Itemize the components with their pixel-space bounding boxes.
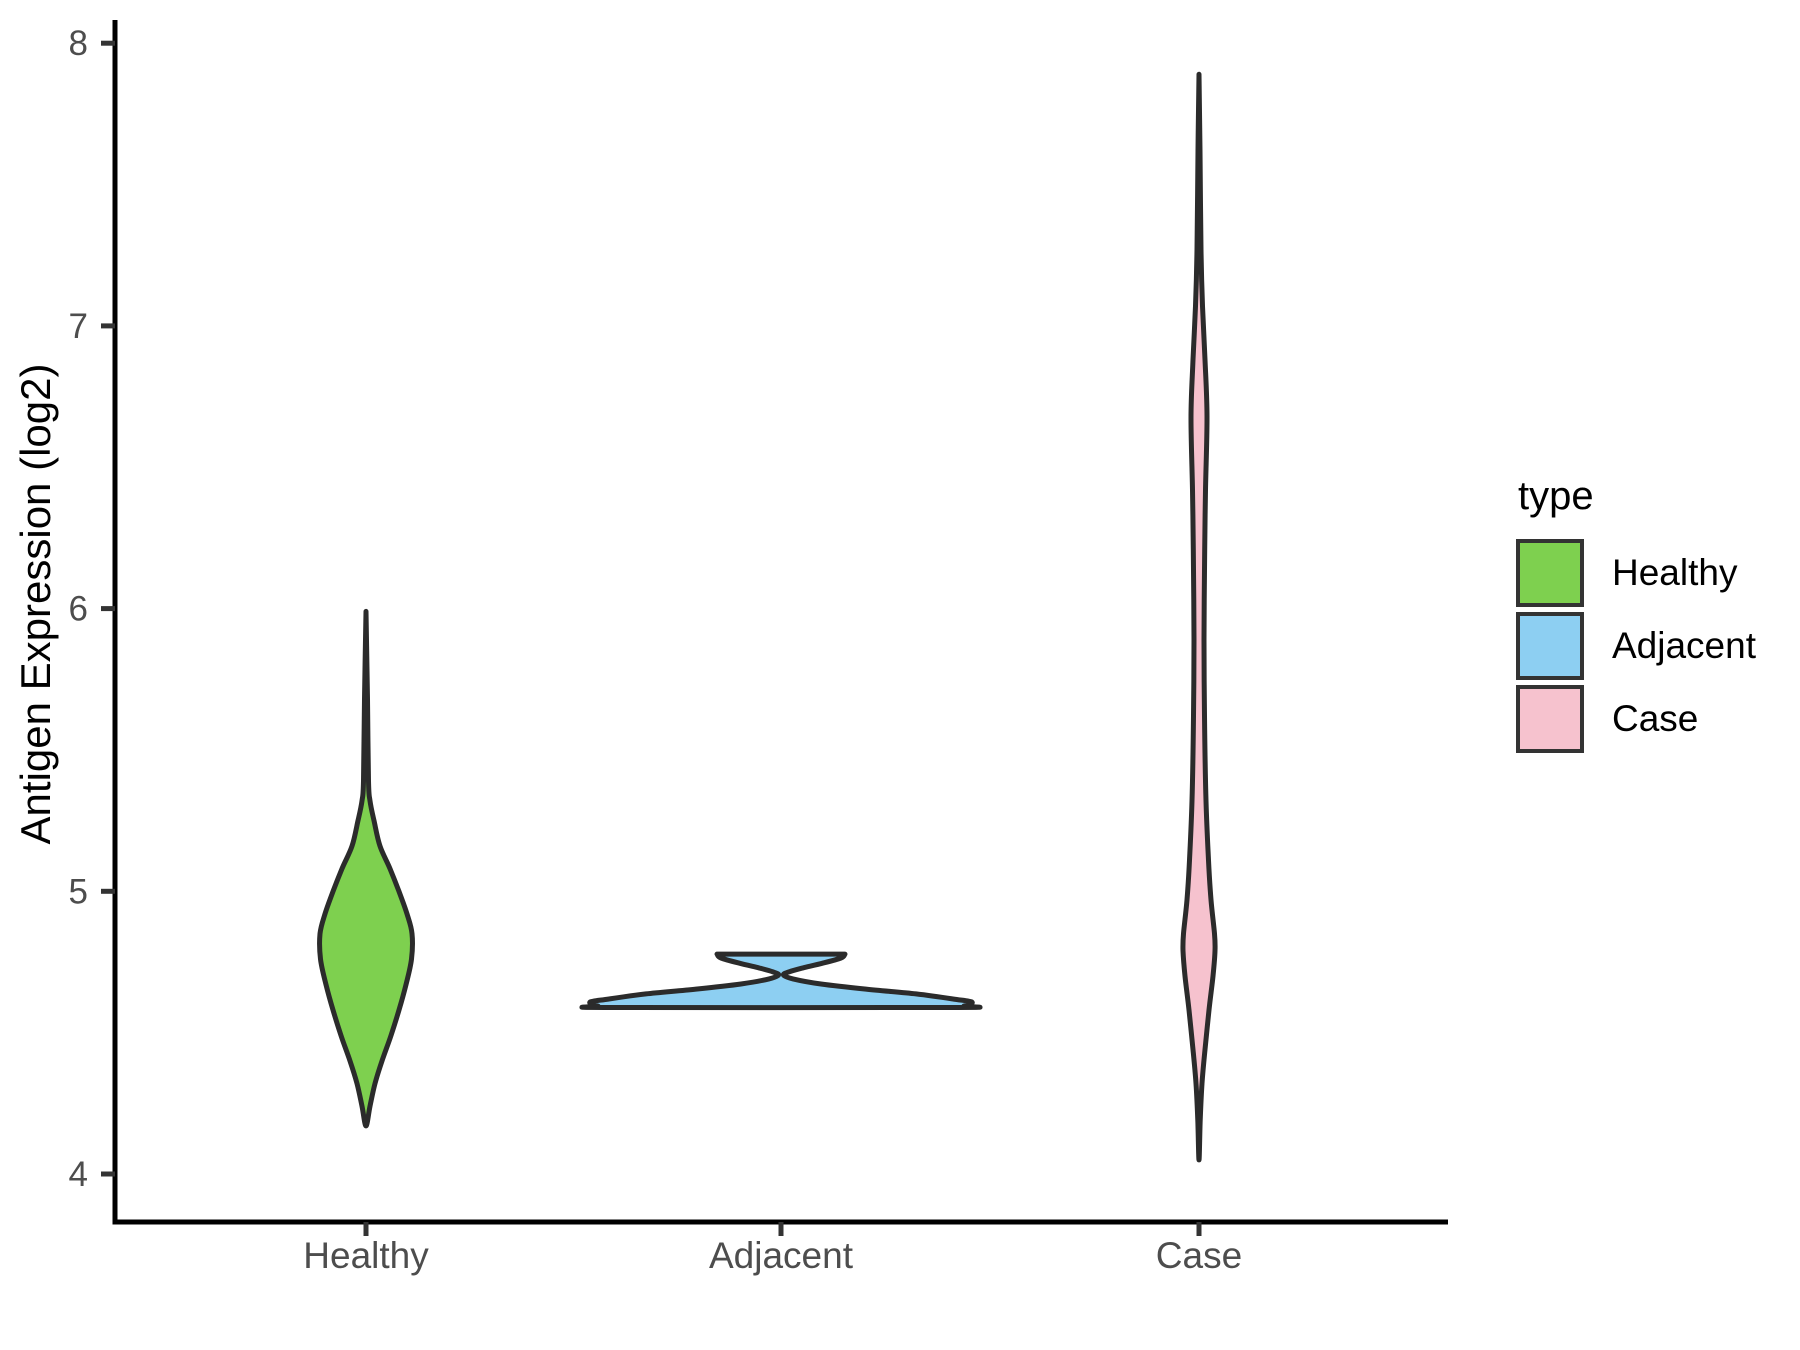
legend-title: type bbox=[1518, 474, 1594, 518]
legend: type Healthy Adjacent Case bbox=[1516, 474, 1756, 758]
violin-healthy bbox=[317, 608, 415, 1129]
y-tick-label: 7 bbox=[69, 307, 88, 346]
x-category-label-healthy: Healthy bbox=[303, 1235, 429, 1276]
legend-swatch-case bbox=[1516, 685, 1584, 753]
y-tick-label: 6 bbox=[69, 590, 88, 629]
y-tick-label: 8 bbox=[69, 24, 88, 63]
y-tick-labels: 4 5 6 7 8 bbox=[69, 24, 88, 1194]
legend-row: Adjacent bbox=[1516, 612, 1756, 680]
x-category-label-case: Case bbox=[1156, 1235, 1242, 1276]
y-axis-title: Antigen Expression (log2) bbox=[12, 364, 59, 845]
legend-label-adjacent: Adjacent bbox=[1612, 625, 1756, 666]
x-category-labels: Healthy Adjacent Case bbox=[303, 1235, 1242, 1276]
y-tick-label: 4 bbox=[69, 1155, 88, 1194]
legend-swatch-adjacent bbox=[1516, 612, 1584, 680]
violins-group bbox=[317, 71, 1218, 1163]
y-tick-label: 5 bbox=[69, 872, 88, 911]
legend-label-healthy: Healthy bbox=[1612, 552, 1738, 593]
violin-case bbox=[1180, 71, 1218, 1163]
x-category-label-adjacent: Adjacent bbox=[709, 1235, 854, 1276]
legend-label-case: Case bbox=[1612, 698, 1699, 739]
legend-row: Healthy bbox=[1516, 539, 1756, 607]
legend-swatch-healthy bbox=[1516, 539, 1584, 607]
violin-adjacent bbox=[579, 951, 983, 1011]
x-tick-marks bbox=[363, 1222, 1202, 1236]
legend-row: Case bbox=[1516, 685, 1756, 753]
y-tick-marks bbox=[101, 40, 115, 1177]
